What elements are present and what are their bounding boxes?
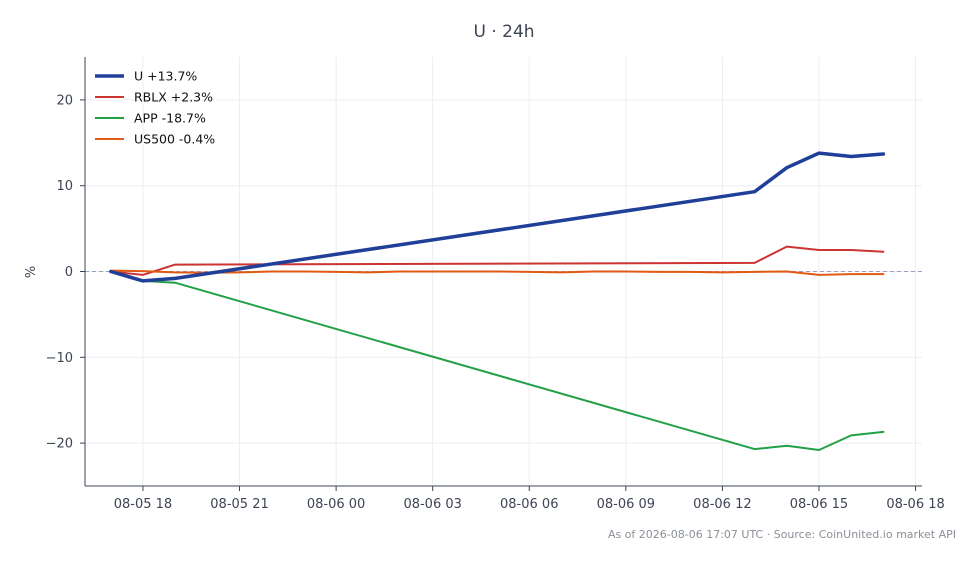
legend: U +13.7% RBLX +2.3% APP -18.7% US500 -0.4% [95,69,215,147]
series-lines [109,151,886,451]
series-line-4 [109,269,885,276]
legend-label: APP -18.7% [134,111,206,126]
x-tick-label: 08-06 18 [886,497,944,512]
x-tick-label: 08-06 09 [597,497,655,512]
y-axis-label: % [24,266,39,278]
legend-label: US500 -0.4% [134,132,215,147]
y-tick-label: −10 [46,351,73,366]
y-tick-label: 10 [56,179,73,194]
y-axis-ticks: −20 −10 0 10 20 [46,93,85,452]
x-axis-ticks: 08-05 18 08-05 21 08-06 00 08-06 03 08-06 06… [114,486,945,512]
series-line-1 [109,151,886,283]
x-tick-label: 08-05 18 [114,497,172,512]
legend-label: U +13.7% [134,69,197,84]
x-tick-label: 08-06 00 [307,497,365,512]
legend-label: RBLX +2.3% [134,90,213,105]
source-footnote: As of 2026-08-06 17:07 UTC · Source: Coi… [608,528,956,541]
x-tick-label: 08-06 15 [790,497,848,512]
series-line-2 [109,245,885,276]
x-tick-label: 08-06 06 [500,497,558,512]
x-tick-label: 08-05 21 [210,497,268,512]
chart-title: U · 24h [473,22,534,42]
y-tick-label: −20 [46,437,73,452]
y-tick-label: 20 [56,93,73,108]
x-tick-label: 08-06 03 [403,497,461,512]
x-tick-label: 08-06 12 [693,497,751,512]
y-tick-label: 0 [65,265,73,280]
series-line-3 [109,270,885,451]
